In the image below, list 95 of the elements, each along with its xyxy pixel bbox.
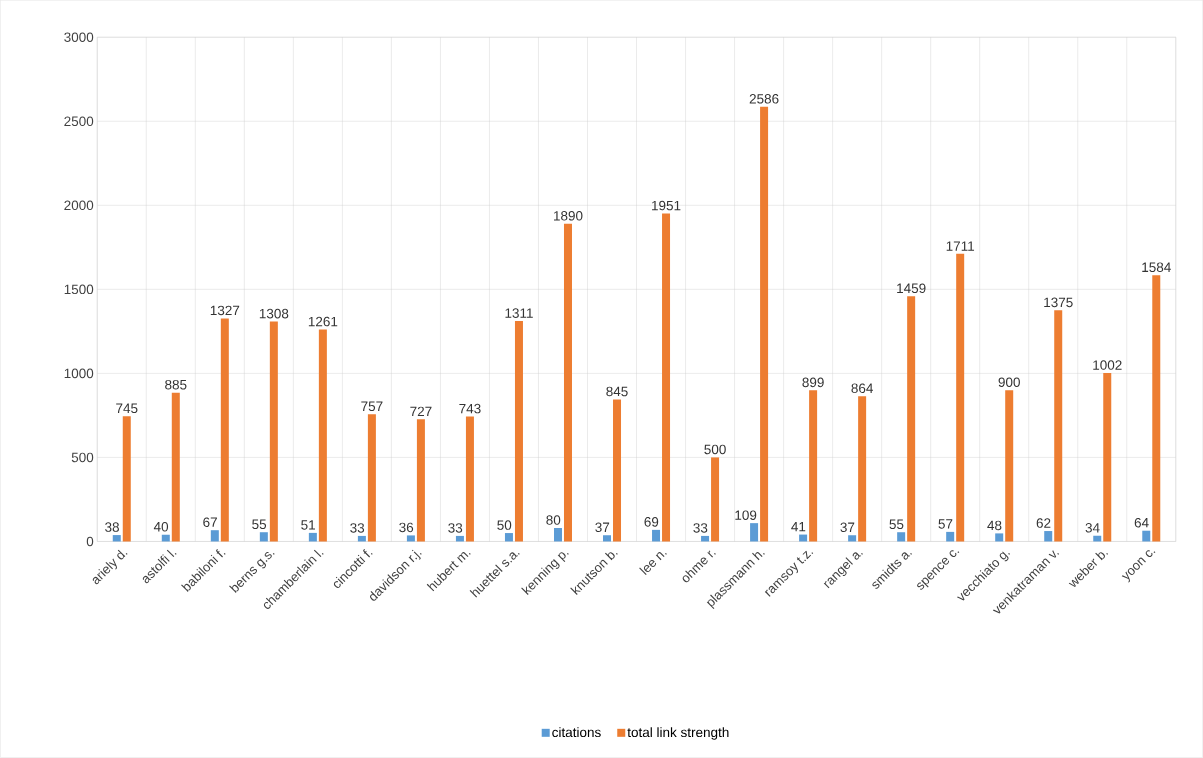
bar bbox=[455, 536, 464, 542]
data-label: 109 bbox=[735, 510, 757, 521]
data-label: 1261 bbox=[308, 316, 338, 327]
bar bbox=[210, 530, 219, 542]
data-label: 845 bbox=[606, 386, 628, 397]
data-label: 1711 bbox=[946, 241, 975, 251]
x-tick-label: lee n. bbox=[639, 552, 667, 576]
data-label: 1308 bbox=[259, 308, 289, 319]
data-label: 38 bbox=[105, 522, 119, 532]
bar bbox=[995, 533, 1004, 542]
bar bbox=[750, 523, 759, 542]
data-label: 57 bbox=[938, 519, 953, 529]
bar bbox=[711, 457, 720, 542]
bar bbox=[563, 223, 572, 542]
data-label: 48 bbox=[987, 520, 1002, 531]
legend-label: total link strength bbox=[627, 727, 729, 740]
bar bbox=[946, 531, 955, 542]
data-label: 69 bbox=[644, 517, 659, 527]
bar bbox=[406, 535, 415, 542]
y-tick-label: 0 bbox=[86, 536, 94, 547]
bar bbox=[171, 392, 180, 542]
bar bbox=[357, 536, 366, 542]
data-label: 37 bbox=[595, 522, 610, 533]
bar bbox=[504, 533, 513, 542]
data-label: 2586 bbox=[749, 94, 779, 104]
legend-label: citations bbox=[552, 727, 601, 738]
bar bbox=[308, 533, 317, 542]
bar bbox=[220, 318, 229, 542]
data-label: 64 bbox=[1134, 518, 1149, 528]
bar bbox=[1103, 373, 1112, 542]
bar bbox=[416, 419, 425, 542]
bar bbox=[809, 390, 818, 542]
data-label: 885 bbox=[165, 380, 187, 390]
y-tick-label: 1500 bbox=[64, 284, 94, 295]
bar bbox=[1152, 275, 1161, 542]
data-label: 55 bbox=[889, 519, 904, 530]
bar bbox=[1044, 531, 1053, 542]
data-label: 900 bbox=[998, 377, 1020, 388]
data-label: 500 bbox=[704, 444, 726, 455]
bar bbox=[652, 529, 661, 542]
data-label: 1327 bbox=[210, 305, 240, 316]
data-label: 40 bbox=[153, 522, 169, 532]
data-label: 50 bbox=[497, 520, 512, 530]
data-label: 37 bbox=[840, 522, 855, 533]
data-label: 33 bbox=[448, 523, 463, 533]
bar bbox=[112, 535, 121, 542]
data-label: 1002 bbox=[1093, 360, 1122, 370]
bar bbox=[1142, 530, 1151, 542]
data-label: 1951 bbox=[652, 200, 681, 211]
data-label: 1890 bbox=[554, 211, 583, 221]
data-label: 745 bbox=[116, 403, 138, 414]
data-label: 34 bbox=[1085, 523, 1100, 533]
bar bbox=[848, 535, 857, 542]
bar bbox=[662, 213, 671, 542]
y-tick-label: 500 bbox=[71, 452, 94, 463]
bar bbox=[1005, 390, 1014, 542]
data-label: 1459 bbox=[897, 283, 926, 294]
data-label: 33 bbox=[350, 523, 365, 533]
bar bbox=[603, 535, 612, 542]
bar bbox=[907, 296, 916, 542]
data-label: 743 bbox=[459, 403, 481, 414]
bar bbox=[858, 396, 867, 542]
y-tick-label: 2500 bbox=[64, 116, 94, 127]
data-label: 864 bbox=[851, 383, 873, 394]
bar bbox=[553, 528, 562, 542]
bar bbox=[956, 253, 965, 542]
bar bbox=[897, 532, 906, 542]
data-label: 727 bbox=[410, 406, 432, 417]
bar bbox=[259, 532, 268, 542]
data-label: 1311 bbox=[505, 308, 533, 319]
bar bbox=[701, 536, 710, 542]
y-tick-label: 2000 bbox=[64, 200, 94, 211]
bar bbox=[465, 416, 474, 542]
data-label: 1375 bbox=[1044, 297, 1073, 308]
data-label: 1584 bbox=[1142, 262, 1171, 273]
data-label: 36 bbox=[399, 522, 414, 533]
data-label: 67 bbox=[203, 517, 217, 528]
data-label: 55 bbox=[252, 519, 267, 530]
y-tick-label: 1000 bbox=[64, 368, 94, 379]
bar bbox=[1054, 310, 1063, 542]
bar bbox=[122, 416, 131, 542]
data-label: 62 bbox=[1036, 518, 1051, 528]
bar bbox=[613, 399, 622, 542]
data-label: 33 bbox=[693, 523, 708, 533]
data-label: 51 bbox=[301, 520, 315, 530]
data-label: 899 bbox=[802, 377, 824, 388]
bar bbox=[514, 321, 523, 542]
bar bbox=[760, 106, 769, 542]
bar bbox=[318, 329, 327, 542]
y-tick-label: 3000 bbox=[64, 32, 94, 43]
data-label: 41 bbox=[791, 522, 806, 532]
data-label: 757 bbox=[361, 401, 383, 412]
data-label: 80 bbox=[546, 515, 561, 525]
bar bbox=[269, 321, 278, 542]
bar bbox=[367, 414, 376, 542]
